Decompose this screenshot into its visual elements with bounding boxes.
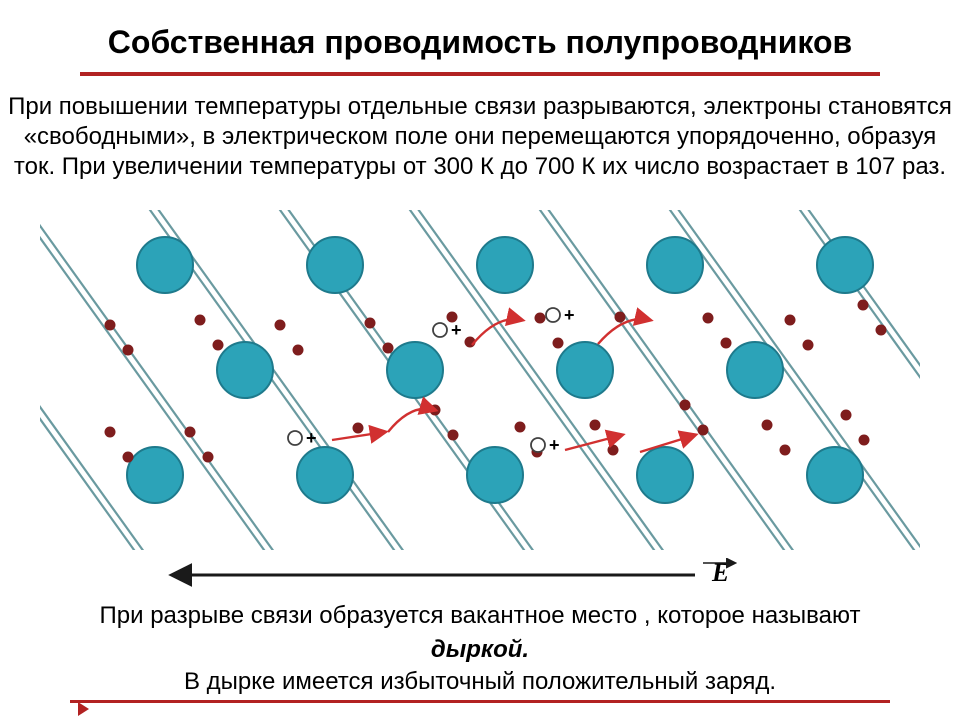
svg-text:+: + [306,428,317,448]
slide-marker-icon [78,702,89,716]
electric-field-indicator: E [155,558,745,592]
svg-text:+: + [549,435,560,455]
svg-text:+: + [451,320,462,340]
term-highlight: дыркой. [0,636,960,664]
explanation-line-1: При разрыве связи образуется вакантное м… [0,600,960,631]
svg-text:+: + [564,305,575,325]
lattice-diagram: + + + + [40,210,920,550]
intro-paragraph: При повышении температуры отдельные связ… [0,92,960,182]
divider-bottom [70,700,890,703]
explanation-line-2: В дырке имеется избыточный положительный… [0,668,960,696]
page-title: Собственная проводимость полупроводников [0,24,960,61]
divider-top [80,72,880,76]
